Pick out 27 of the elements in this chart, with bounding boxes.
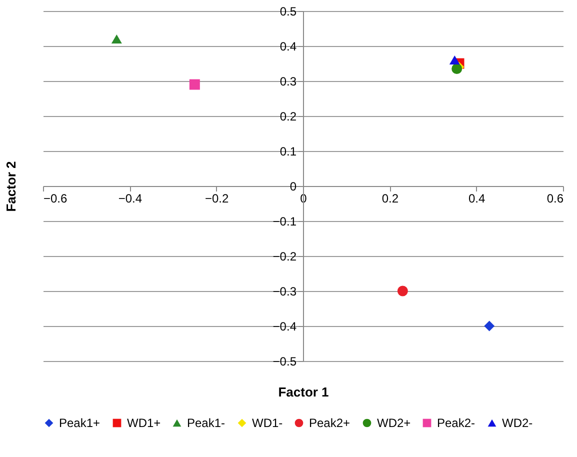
legend-label: WD2+	[377, 416, 411, 430]
y-tick-label: −0.4	[272, 320, 297, 334]
y-axis-title: Factor 2	[4, 161, 18, 212]
y-tick-label: 0	[290, 180, 297, 194]
x-tick-label: 0.2	[382, 192, 399, 206]
legend-label: WD1+	[127, 416, 161, 430]
y-tick-label: 0.1	[280, 144, 297, 158]
x-tick-label: −0.2	[204, 192, 229, 206]
y-tick-label: −0.2	[272, 250, 297, 264]
x-tick-label: −0.4	[118, 192, 142, 206]
y-tick-label: −0.5	[272, 354, 297, 368]
x-tick-label: 0.4	[468, 192, 486, 206]
y-tick-label: 0.4	[280, 40, 297, 54]
legend-label: WD1-	[252, 416, 283, 430]
legend-label: Peak1-	[187, 416, 226, 430]
y-tick-label: 0.3	[280, 74, 297, 88]
legend-label: Peak2+	[309, 416, 350, 430]
legend-label: WD2-	[502, 416, 533, 430]
x-tick-label: 0.6	[546, 192, 564, 206]
y-tick-label: −0.1	[272, 214, 297, 228]
x-axis-title: Factor 1	[278, 384, 329, 400]
y-tick-label: 0.2	[280, 110, 297, 124]
x-tick-label: −0.6	[44, 192, 68, 206]
legend-label: Peak2-	[437, 416, 476, 430]
y-tick-label: 0.5	[280, 4, 297, 18]
y-tick-label: −0.3	[272, 284, 297, 298]
legend-label: Peak1+	[59, 416, 100, 430]
